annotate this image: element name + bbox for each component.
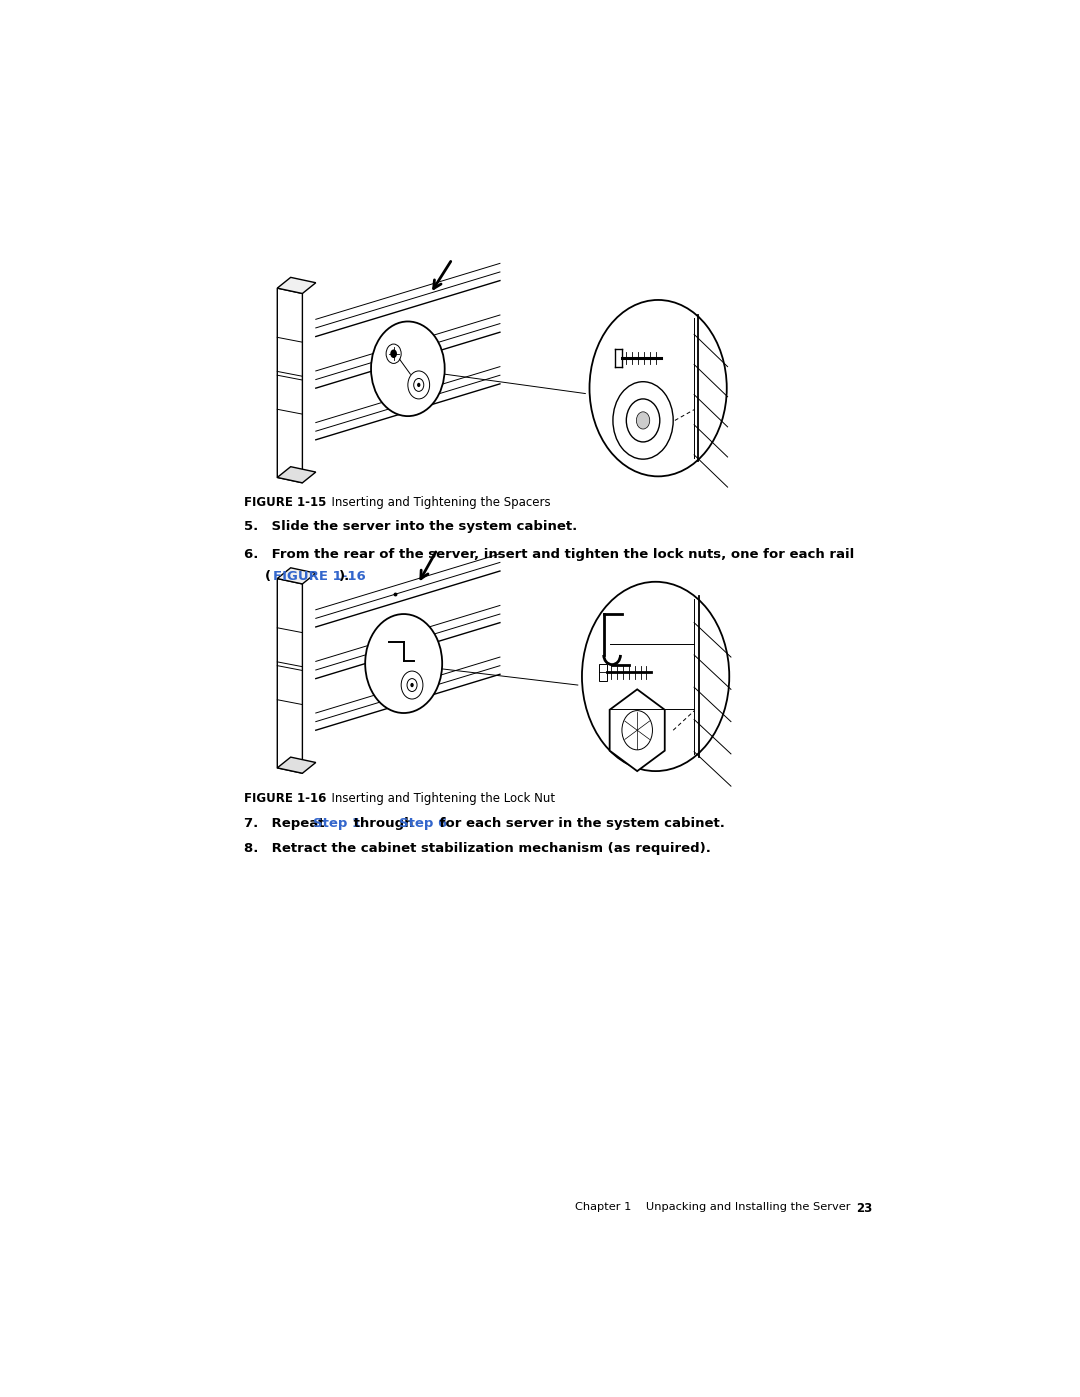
Circle shape	[590, 300, 727, 476]
Circle shape	[401, 671, 423, 698]
Polygon shape	[598, 664, 607, 680]
Text: 7. Repeat: 7. Repeat	[244, 817, 329, 830]
Text: 23: 23	[856, 1203, 873, 1215]
Text: for each server in the system cabinet.: for each server in the system cabinet.	[434, 817, 725, 830]
Circle shape	[386, 344, 401, 363]
Text: Inserting and Tightening the Lock Nut: Inserting and Tightening the Lock Nut	[324, 792, 555, 805]
Circle shape	[414, 379, 423, 391]
Circle shape	[372, 321, 445, 416]
Circle shape	[407, 679, 417, 692]
Text: FIGURE 1-15: FIGURE 1-15	[244, 496, 326, 509]
Polygon shape	[609, 689, 665, 771]
Polygon shape	[278, 467, 315, 483]
Text: Step 1: Step 1	[313, 817, 362, 830]
Circle shape	[636, 412, 650, 429]
Circle shape	[582, 581, 729, 771]
Circle shape	[410, 683, 414, 687]
Circle shape	[613, 381, 673, 460]
Text: 8. Retract the cabinet stabilization mechanism (as required).: 8. Retract the cabinet stabilization mec…	[244, 842, 711, 855]
Text: FIGURE 1-16: FIGURE 1-16	[244, 792, 326, 805]
Circle shape	[626, 400, 660, 441]
Text: FIGURE 1-16: FIGURE 1-16	[273, 570, 366, 583]
Circle shape	[622, 711, 652, 750]
Text: 5. Slide the server into the system cabinet.: 5. Slide the server into the system cabi…	[244, 521, 577, 534]
Text: through: through	[349, 817, 418, 830]
Circle shape	[408, 372, 430, 400]
Circle shape	[417, 383, 420, 387]
Text: (: (	[265, 570, 271, 583]
Circle shape	[390, 349, 397, 358]
Text: ).: ).	[339, 570, 351, 583]
Circle shape	[365, 615, 442, 712]
Polygon shape	[278, 278, 315, 293]
Text: Chapter 1    Unpacking and Installing the Server: Chapter 1 Unpacking and Installing the S…	[576, 1203, 851, 1213]
Polygon shape	[278, 567, 315, 584]
Polygon shape	[278, 288, 302, 483]
Text: Inserting and Tightening the Spacers: Inserting and Tightening the Spacers	[324, 496, 551, 509]
Text: Step 6: Step 6	[399, 817, 447, 830]
Polygon shape	[278, 578, 302, 774]
Polygon shape	[278, 757, 315, 774]
Text: 6. From the rear of the server, insert and tighten the lock nuts, one for each r: 6. From the rear of the server, insert a…	[244, 549, 854, 562]
